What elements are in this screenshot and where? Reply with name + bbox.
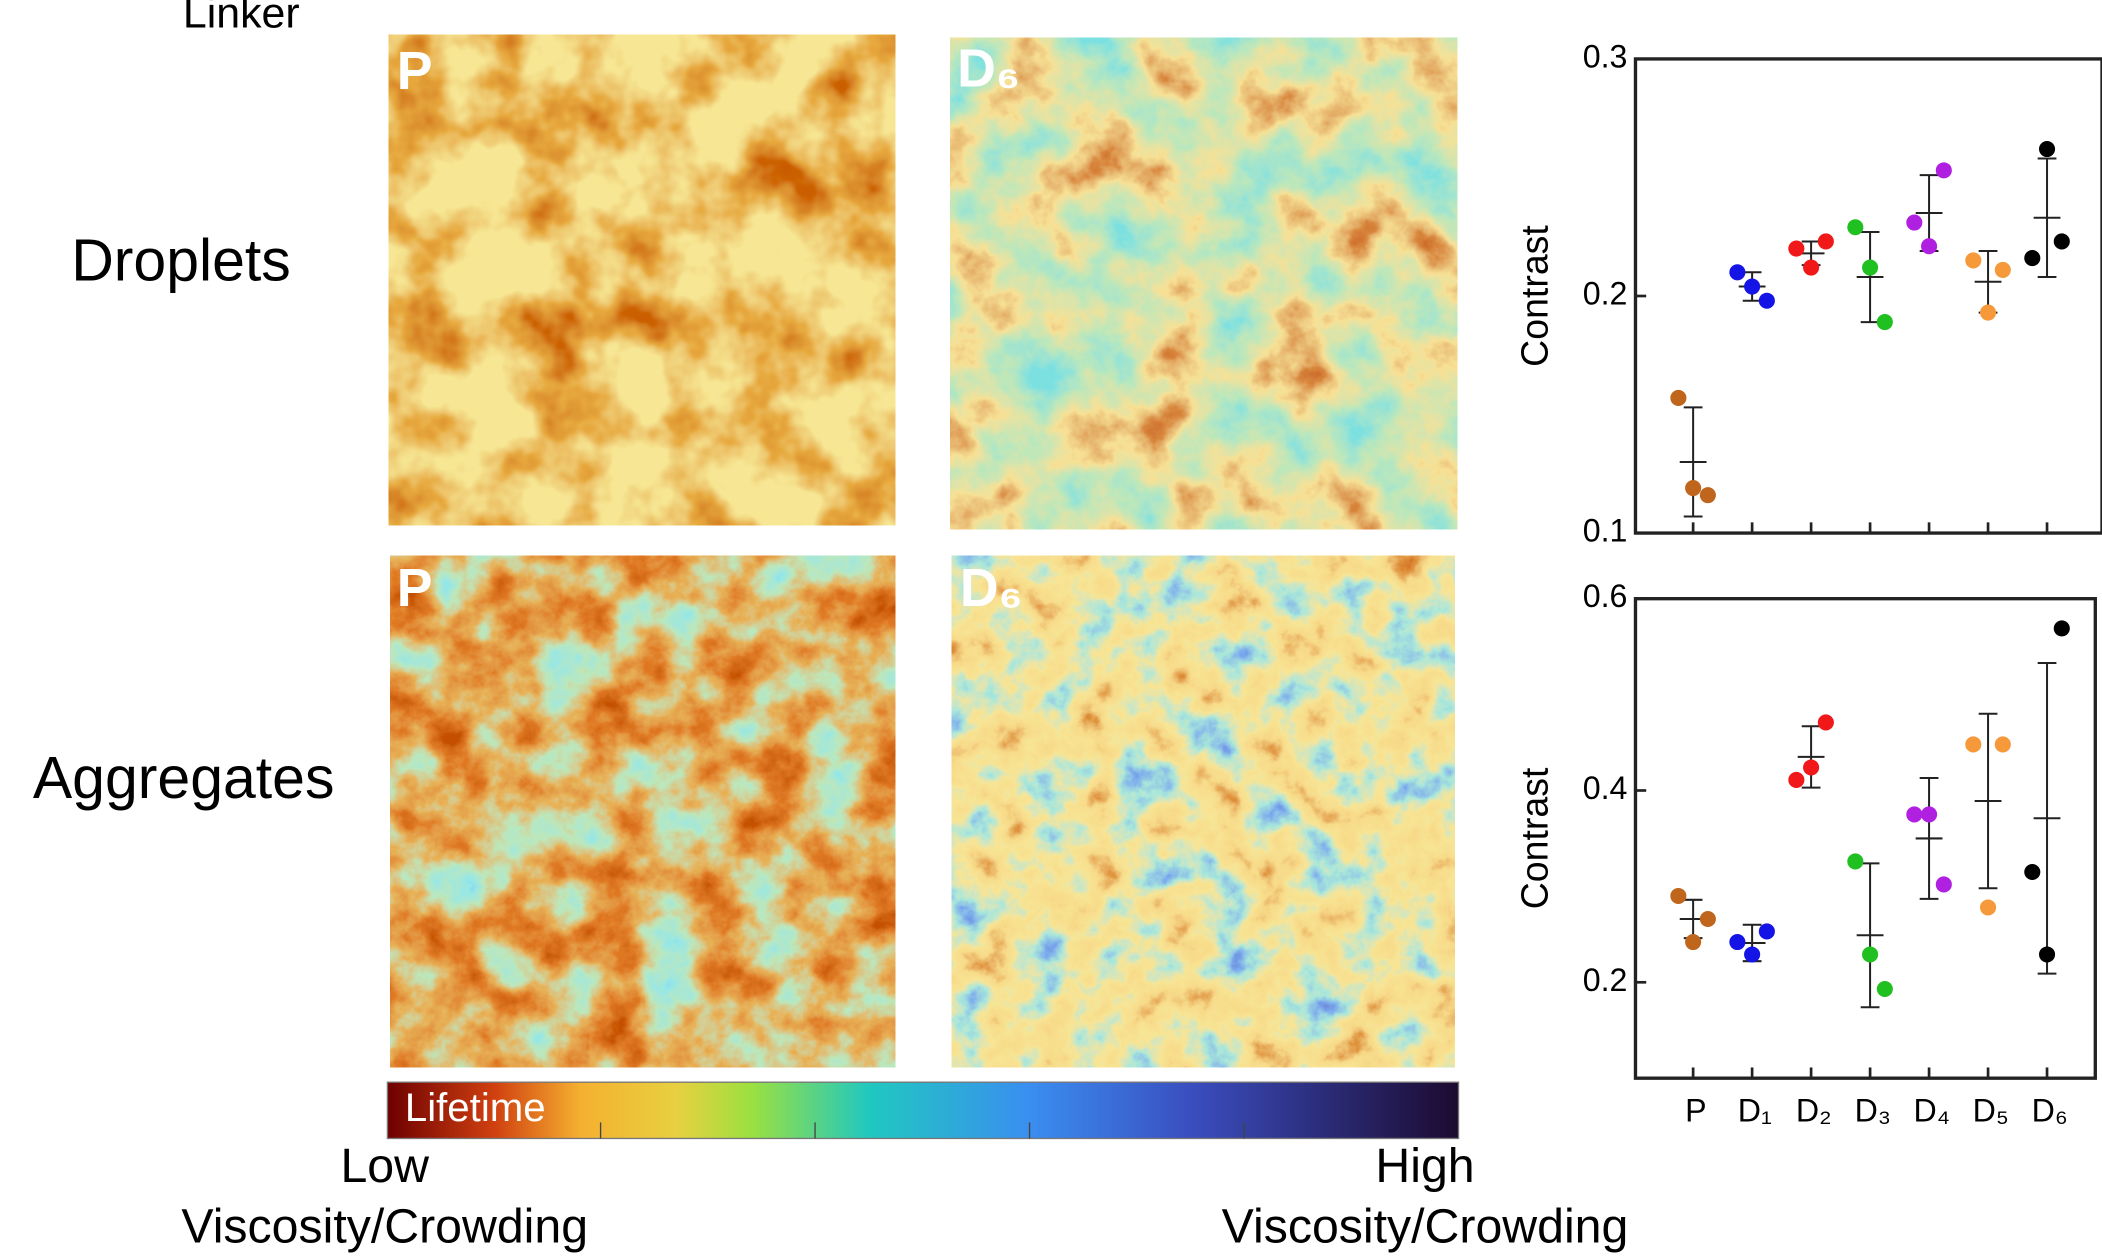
panel-label: P	[397, 558, 433, 618]
data-point	[2024, 250, 2040, 266]
x-tick-label: D₆	[2032, 1093, 2068, 1129]
column-label: Linker	[183, 0, 300, 37]
micrograph	[950, 38, 1457, 530]
micrograph	[952, 556, 1455, 1068]
data-point	[1700, 487, 1716, 503]
y-tick-label: 0.3	[1583, 38, 1628, 74]
data-point	[1906, 214, 1922, 230]
figure: Linker Droplets Aggregates P D₆ P D₆ Lif…	[0, 0, 2102, 1259]
data-point	[1936, 162, 1952, 178]
data-point	[2054, 620, 2070, 636]
x-tick-label: D₃	[1855, 1093, 1891, 1129]
y-tick-label: 0.6	[1583, 578, 1628, 614]
data-point	[1980, 899, 1996, 915]
data-point	[1877, 981, 1893, 997]
data-point	[1670, 390, 1686, 406]
data-point	[2054, 233, 2070, 249]
data-point	[1744, 278, 1760, 294]
panel-label: P	[397, 41, 433, 101]
y-axis-label: Contrast	[1514, 767, 1556, 909]
colorbar	[387, 1082, 1458, 1138]
y-tick-label: 0.2	[1583, 962, 1628, 998]
x-tick-label: D₂	[1796, 1093, 1832, 1129]
data-point	[1906, 806, 1922, 822]
row-label: Droplets	[71, 229, 291, 294]
y-tick-label: 0.2	[1583, 276, 1628, 312]
panel-label: D₆	[960, 558, 1023, 618]
data-point	[1685, 934, 1701, 950]
data-point	[1965, 736, 1981, 752]
colorbar-low: Low	[340, 1139, 429, 1193]
page: Linker Droplets Aggregates P D₆ P D₆ Lif…	[0, 0, 2102, 1259]
data-point	[2024, 864, 2040, 880]
micrograph	[389, 35, 896, 525]
x-tick-label: D₁	[1738, 1093, 1772, 1129]
x-tick-label: P	[1685, 1093, 1706, 1129]
data-point	[1685, 480, 1701, 496]
x-tick-label: D₅	[1973, 1093, 2009, 1129]
colorbar-low: Viscosity/Crowding	[181, 1199, 588, 1253]
data-point	[1847, 853, 1863, 869]
data-point	[1818, 714, 1834, 730]
y-tick-label: 0.1	[1583, 513, 1628, 549]
data-point	[1862, 946, 1878, 962]
data-point	[1788, 772, 1804, 788]
data-point	[1995, 262, 2011, 278]
y-axis-label: Contrast	[1514, 225, 1556, 367]
data-point	[1936, 876, 1952, 892]
colorbar-label: Lifetime	[405, 1085, 546, 1130]
panel-label: D₆	[957, 38, 1020, 98]
data-point	[1729, 264, 1745, 280]
data-point	[1921, 238, 1937, 254]
data-point	[2039, 946, 2055, 962]
data-point	[1995, 736, 2011, 752]
x-tick-label: D₄	[1914, 1093, 1950, 1129]
data-point	[1803, 759, 1819, 775]
data-point	[1700, 911, 1716, 927]
data-point	[1965, 252, 1981, 268]
data-point	[1803, 260, 1819, 276]
data-point	[1877, 314, 1893, 330]
colorbar-high: Viscosity/Crowding	[1222, 1199, 1629, 1253]
data-point	[1670, 888, 1686, 904]
data-point	[1788, 241, 1804, 257]
row-label: Aggregates	[33, 746, 335, 811]
data-point	[1759, 293, 1775, 309]
data-point	[1921, 806, 1937, 822]
data-point	[1818, 233, 1834, 249]
data-point	[1847, 219, 1863, 235]
data-point	[1744, 946, 1760, 962]
data-point	[1862, 260, 1878, 276]
y-tick-label: 0.4	[1583, 770, 1628, 806]
data-point	[1980, 305, 1996, 321]
data-point	[2039, 141, 2055, 157]
data-point	[1729, 934, 1745, 950]
data-point	[1759, 923, 1775, 939]
micrograph	[390, 556, 895, 1068]
colorbar-high: High	[1375, 1139, 1474, 1193]
